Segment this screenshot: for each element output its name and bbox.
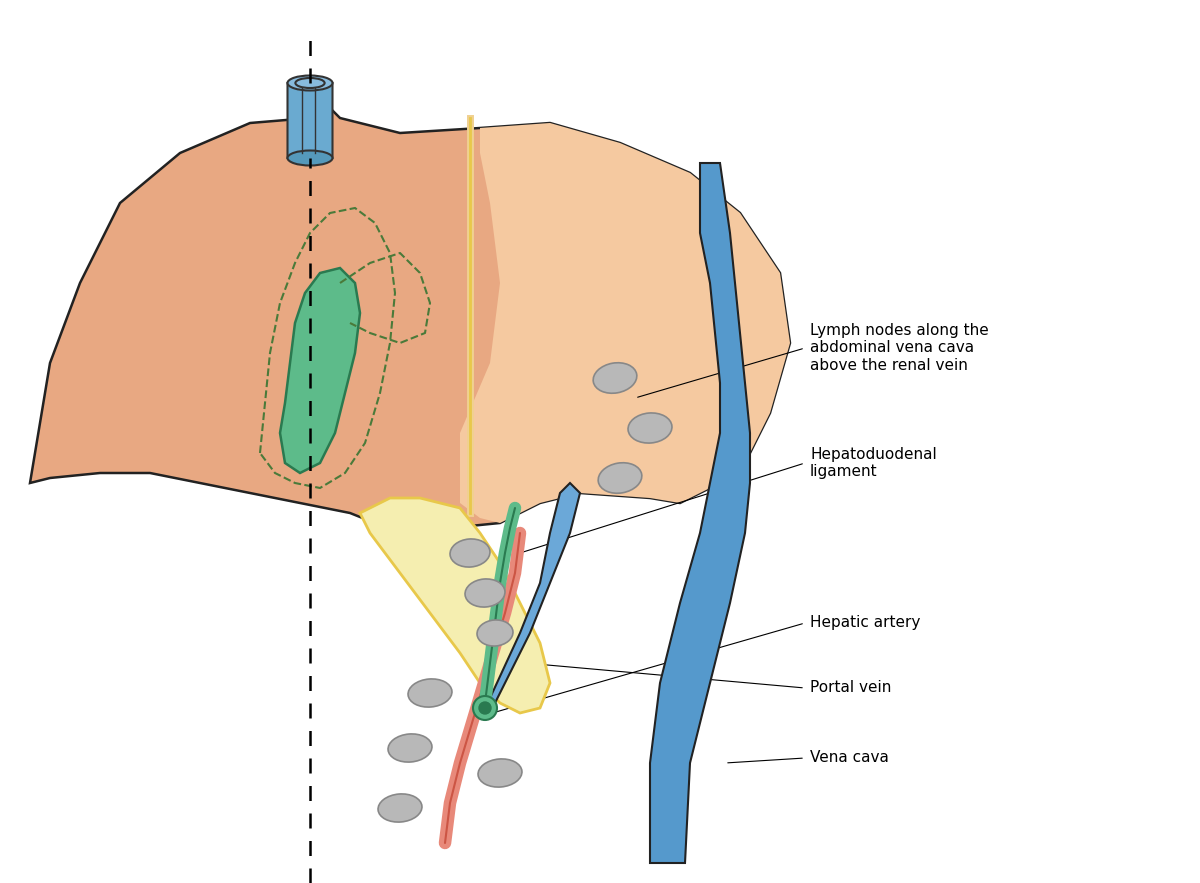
Ellipse shape (288, 76, 332, 90)
Text: Vena cava: Vena cava (810, 751, 889, 766)
Ellipse shape (628, 413, 672, 443)
Ellipse shape (388, 734, 432, 762)
Text: Hepatoduodenal
ligament: Hepatoduodenal ligament (810, 447, 937, 479)
Circle shape (473, 696, 497, 720)
Polygon shape (30, 103, 790, 533)
Text: Portal vein: Portal vein (810, 681, 892, 696)
Ellipse shape (466, 579, 505, 607)
Polygon shape (280, 268, 360, 473)
Ellipse shape (478, 758, 522, 787)
Ellipse shape (478, 620, 512, 646)
Polygon shape (480, 483, 580, 713)
Ellipse shape (598, 463, 642, 494)
Polygon shape (360, 498, 550, 713)
Text: Lymph nodes along the
abdominal vena cava
above the renal vein: Lymph nodes along the abdominal vena cav… (810, 323, 989, 373)
Ellipse shape (408, 679, 452, 707)
Ellipse shape (450, 539, 490, 567)
Polygon shape (460, 123, 790, 523)
Polygon shape (650, 163, 750, 863)
Text: Hepatic artery: Hepatic artery (810, 615, 920, 630)
Ellipse shape (378, 794, 422, 822)
FancyBboxPatch shape (288, 83, 332, 158)
Ellipse shape (593, 363, 637, 393)
Ellipse shape (288, 150, 332, 165)
Circle shape (479, 702, 491, 714)
